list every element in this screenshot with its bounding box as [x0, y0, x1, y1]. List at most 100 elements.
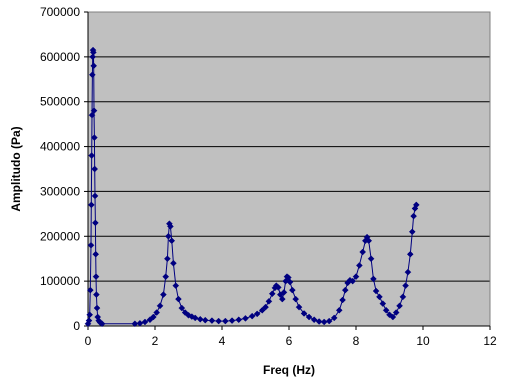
- data-point: [160, 291, 167, 298]
- x-tick-label: 12: [483, 334, 497, 348]
- data-point: [175, 295, 182, 303]
- data-point: [265, 297, 273, 305]
- y-axis-title: Amplitudo (Pa): [9, 126, 23, 211]
- data-point: [295, 303, 303, 311]
- data-point: [92, 273, 100, 281]
- data-point: [242, 315, 249, 322]
- data-point: [167, 223, 174, 230]
- data-point: [367, 255, 375, 263]
- data-point: [286, 278, 294, 286]
- x-tick-label: 0: [85, 334, 92, 348]
- data-point: [376, 293, 383, 301]
- data-point: [372, 287, 380, 295]
- plot-area: [88, 12, 490, 326]
- data-point: [165, 232, 172, 240]
- data-point: [93, 291, 100, 298]
- data-point: [349, 277, 357, 285]
- data-point: [392, 309, 400, 316]
- data-point: [335, 306, 343, 314]
- data-point: [131, 320, 139, 328]
- y-tick-label: 0: [73, 319, 80, 333]
- data-point: [208, 317, 216, 324]
- data-point: [370, 275, 377, 283]
- data-point: [91, 134, 98, 141]
- y-tick-label: 700000: [40, 5, 80, 19]
- x-tick-label: 4: [219, 334, 226, 348]
- data-point: [410, 212, 417, 220]
- data-point: [235, 316, 243, 324]
- data-point: [310, 316, 318, 324]
- data-point: [274, 284, 282, 291]
- data-point: [215, 317, 223, 325]
- data-point: [93, 304, 101, 312]
- data-point: [288, 286, 296, 294]
- data-point: [330, 314, 338, 322]
- data-point: [341, 286, 349, 294]
- data-point: [262, 303, 269, 311]
- data-point: [412, 201, 420, 209]
- data-point: [292, 295, 300, 303]
- data-series: [84, 46, 420, 328]
- y-tick-label: 100000: [40, 274, 80, 288]
- data-point: [201, 316, 209, 324]
- data-point: [86, 286, 94, 294]
- data-point: [253, 310, 261, 318]
- data-point: [86, 311, 94, 319]
- data-point: [228, 317, 236, 324]
- data-point: [399, 293, 407, 301]
- data-point: [382, 306, 390, 314]
- data-point: [170, 259, 177, 267]
- data-point: [379, 300, 387, 307]
- data-point: [149, 313, 157, 321]
- data-point: [339, 296, 346, 304]
- data-point: [389, 313, 397, 321]
- data-point: [141, 318, 149, 326]
- data-point: [88, 152, 96, 159]
- data-point: [396, 302, 403, 310]
- data-point: [359, 248, 367, 256]
- data-point: [178, 304, 186, 312]
- data-point: [92, 219, 99, 227]
- data-point: [172, 282, 180, 289]
- x-tick-label: 8: [353, 334, 360, 348]
- data-point: [98, 320, 106, 328]
- data-point: [92, 250, 100, 258]
- y-tick-label: 300000: [40, 184, 80, 198]
- data-point: [280, 289, 288, 296]
- data-point: [136, 319, 144, 327]
- data-point: [300, 310, 308, 317]
- data-point: [315, 318, 323, 325]
- data-point: [164, 255, 171, 263]
- x-tick-label: 10: [416, 334, 430, 348]
- y-tick-label: 500000: [40, 95, 80, 109]
- data-point: [90, 107, 98, 115]
- data-point: [268, 290, 276, 298]
- data-point: [221, 317, 229, 325]
- data-point: [90, 49, 97, 56]
- y-tick-label: 600000: [40, 50, 80, 64]
- x-axis-title: Freq (Hz): [263, 363, 315, 377]
- data-point: [91, 192, 99, 200]
- data-point: [168, 237, 176, 245]
- data-point: [88, 111, 96, 119]
- data-point: [87, 241, 95, 249]
- data-point: [404, 268, 412, 276]
- y-tick-label: 400000: [40, 140, 80, 154]
- data-point: [153, 309, 161, 316]
- data-point: [85, 317, 93, 324]
- data-point: [355, 262, 363, 269]
- data-point: [325, 317, 333, 325]
- data-point: [156, 302, 164, 310]
- data-point: [196, 315, 204, 323]
- data-point: [191, 314, 199, 322]
- tick-labels: 0 100000 200000 300000 400000 500000 600000 700…: [40, 5, 497, 348]
- data-point: [402, 282, 409, 289]
- y-tick-label: 200000: [40, 229, 80, 243]
- data-point: [305, 313, 313, 321]
- data-point: [406, 250, 414, 258]
- data-point: [91, 165, 99, 173]
- data-point: [278, 295, 286, 303]
- data-point: [248, 312, 256, 320]
- data-point: [352, 273, 360, 281]
